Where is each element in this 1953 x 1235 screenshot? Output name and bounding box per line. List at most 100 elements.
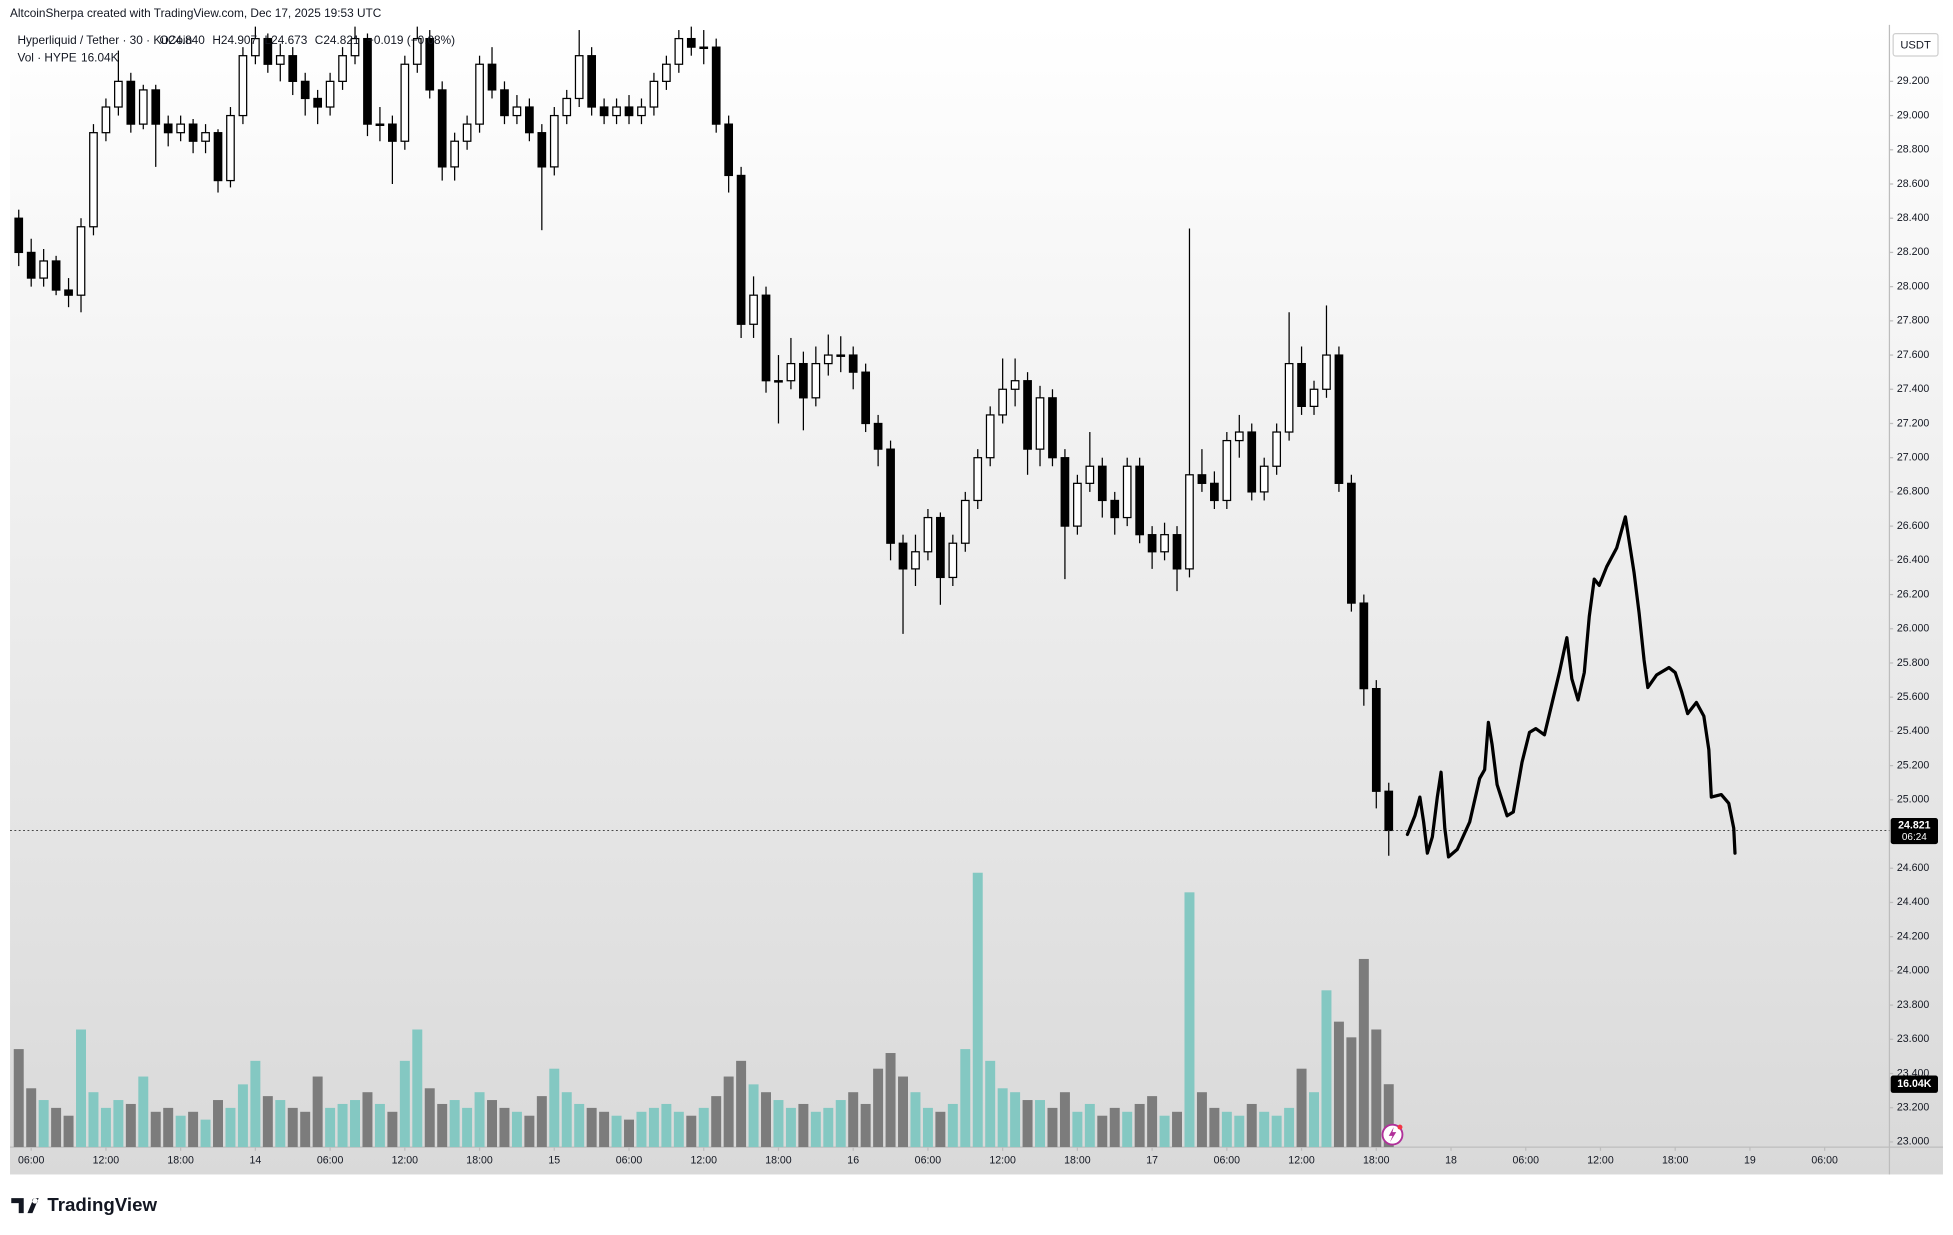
volume-bar	[374, 1103, 385, 1148]
candle-body	[500, 89, 509, 117]
volume-bar	[1333, 1021, 1344, 1148]
volume-bar	[586, 1107, 597, 1148]
candle-body	[998, 388, 1008, 416]
volume-bar	[810, 1111, 821, 1148]
volume-bar	[910, 1092, 921, 1148]
volume-bar	[985, 1060, 996, 1148]
last-price: 24.821	[1898, 819, 1930, 831]
candle-body	[799, 362, 808, 399]
candle-body	[275, 55, 285, 65]
volume-bar	[698, 1107, 709, 1148]
candle-body	[14, 217, 24, 254]
logo-mark	[11, 1198, 39, 1214]
candle-body	[1371, 688, 1381, 792]
candle-body	[1210, 482, 1219, 502]
y-tick-label: 27.200	[1897, 417, 1929, 429]
y-tick-label: 28.200	[1897, 246, 1929, 258]
y-tick-label: 27.000	[1897, 451, 1929, 463]
candle-body	[462, 123, 472, 142]
volume-bar	[1309, 1092, 1320, 1148]
volume-bar	[511, 1111, 522, 1148]
candle-body	[138, 89, 148, 125]
volume-bar	[175, 1115, 186, 1148]
candle-body	[1172, 534, 1182, 570]
volume-bar	[362, 1092, 373, 1148]
candle-body	[898, 542, 908, 570]
volume-value: 16.04K	[1897, 1078, 1931, 1090]
x-tick-label: 18	[1445, 1155, 1457, 1167]
volume-bar	[63, 1115, 74, 1148]
candle-body	[238, 55, 248, 117]
candle-body	[674, 37, 684, 65]
candle-body	[1259, 465, 1269, 493]
x-tick-label: 18:00	[1064, 1155, 1091, 1167]
ohlc-legend: L24.673	[265, 33, 308, 47]
volume-bar	[300, 1111, 311, 1148]
y-tick-label: 24.000	[1897, 965, 1929, 977]
volume-bar	[736, 1060, 747, 1148]
volume-bar	[873, 1068, 884, 1148]
volume-bar	[935, 1111, 946, 1148]
candle-body	[873, 422, 883, 450]
volume-bar	[549, 1068, 560, 1148]
volume-bar	[648, 1107, 659, 1148]
y-tick-label: 25.400	[1897, 725, 1929, 737]
candle-body	[911, 551, 920, 570]
volume-bar	[312, 1076, 323, 1148]
candle-body	[338, 55, 347, 82]
candle-body	[761, 294, 771, 382]
candle-body	[811, 362, 821, 399]
ohlc-legend: H24.907	[212, 33, 257, 47]
candle-body	[699, 46, 709, 50]
candle-body	[450, 140, 460, 168]
candle-body	[886, 448, 895, 544]
candle-body	[749, 294, 758, 325]
candle-body	[363, 37, 372, 125]
y-tick-label: 23.000	[1897, 1136, 1929, 1148]
candle-body	[724, 123, 734, 177]
candle-body	[1284, 362, 1294, 433]
x-tick-label: 06:00	[915, 1155, 942, 1167]
volume-bar	[138, 1076, 149, 1148]
volume-bar	[163, 1107, 174, 1148]
candle-body	[1322, 354, 1331, 390]
candle-body	[848, 354, 858, 373]
volume-bar	[1059, 1092, 1070, 1148]
candle-body	[163, 123, 173, 134]
candle-body	[686, 37, 696, 48]
currency[interactable]: USDT	[1900, 39, 1931, 51]
volume-bar	[1122, 1111, 1133, 1148]
x-tick-label: 18:00	[1363, 1155, 1390, 1167]
candle-body	[176, 123, 186, 134]
volume-bar	[76, 1029, 86, 1148]
y-tick-label: 24.400	[1897, 896, 1929, 908]
candle-body	[599, 106, 609, 117]
x-tick-label: 18:00	[765, 1155, 792, 1167]
candle-body	[774, 380, 783, 383]
candle-body	[587, 55, 597, 108]
volume-bar	[798, 1103, 809, 1148]
candle-body	[188, 123, 198, 142]
x-tick-label: 06:00	[1811, 1155, 1838, 1167]
candle-body	[1010, 380, 1020, 390]
volume-bar	[885, 1053, 896, 1148]
y-tick-label: 24.600	[1897, 862, 1929, 874]
candle-body	[1234, 431, 1244, 442]
volume-bar	[785, 1107, 796, 1148]
volume-bar	[1184, 892, 1195, 1148]
currency-box[interactable]	[1892, 33, 1939, 57]
candle-body	[985, 414, 995, 459]
y-tick-label: 25.000	[1897, 794, 1929, 806]
candle-body	[1060, 457, 1070, 527]
volume-bar	[835, 1100, 846, 1148]
volume-bar	[437, 1103, 448, 1148]
candle-body	[1297, 362, 1306, 407]
candle-body	[537, 132, 547, 168]
volume-bar	[711, 1096, 722, 1148]
candle-body	[1085, 465, 1095, 484]
y-tick-label: 25.800	[1897, 657, 1929, 669]
candle-body	[662, 63, 671, 82]
y-tick-label: 25.600	[1897, 691, 1929, 703]
volume-bar	[1109, 1107, 1120, 1148]
